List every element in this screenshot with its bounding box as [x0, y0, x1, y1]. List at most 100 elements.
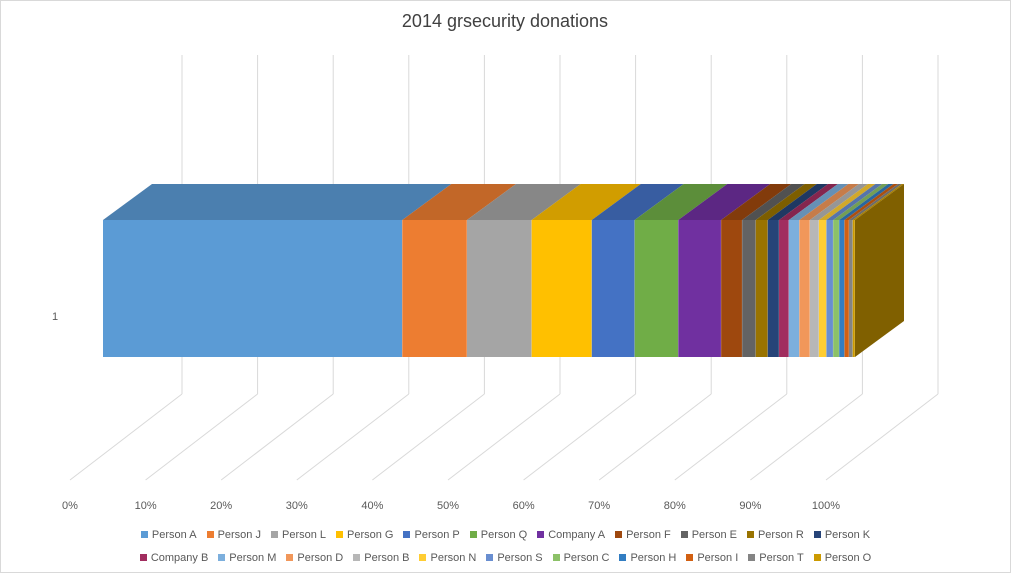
legend-swatch: [218, 554, 226, 561]
bar-segment: [103, 184, 452, 357]
gridline-floor: [447, 393, 561, 481]
bar-segment-top: [833, 184, 889, 220]
bar-segment-top: [742, 184, 805, 220]
legend-swatch: [139, 554, 147, 561]
bar-segment: [852, 184, 904, 357]
gridline-floor: [145, 393, 258, 481]
bar-segment-front: [839, 220, 845, 357]
gridline-floor: [220, 393, 334, 481]
legend-item: Company B: [139, 551, 209, 564]
legend-item: Person N: [419, 552, 476, 564]
legend-label: Person F: [626, 528, 671, 541]
legend-swatch: [206, 531, 214, 538]
x-tick-label: 60%: [513, 500, 535, 512]
bar-segment-top: [591, 184, 684, 220]
legend-swatch: [336, 531, 344, 538]
x-tick-label: 80%: [664, 500, 686, 512]
x-axis-ticks: 0% 10% 20% 30% 40% 50% 60% 70% 80% 90% 100%: [62, 500, 840, 512]
legend-item: Person I: [686, 552, 738, 564]
bar-segment-front: [634, 220, 679, 357]
legend-swatch: [140, 531, 148, 538]
legend-label: Person K: [824, 528, 871, 541]
bar-segment-top: [678, 184, 771, 220]
legend-row: Company B Person M Person D Person B Person …: [0, 546, 1011, 569]
bar-segment-top: [826, 184, 883, 220]
gridline-floor: [598, 393, 712, 481]
x-tick-label: 40%: [361, 500, 383, 512]
bar-segment: [466, 184, 581, 357]
bar-segment-top: [634, 184, 728, 220]
bar-segment: [402, 184, 516, 357]
legend-label: Person A: [151, 528, 197, 541]
bar-segment: [531, 184, 641, 357]
bar-segment-front: [767, 220, 780, 357]
legend-label: Company B: [150, 551, 209, 564]
legend-item: Person M: [218, 552, 276, 564]
legend-item: Person S: [486, 551, 543, 564]
legend-item: Person J: [206, 528, 261, 541]
x-tick-label: 0%: [62, 500, 78, 512]
bar-segment-top: [767, 184, 829, 220]
legend-label: Person Q: [480, 528, 528, 541]
legend-swatch: [552, 554, 560, 561]
legend-item: Person T: [748, 552, 804, 564]
bar-segment-front: [755, 220, 768, 357]
bar-segment-front: [466, 220, 532, 357]
bar-segment-front: [844, 220, 849, 357]
legend-swatch: [813, 554, 821, 561]
legend-swatch: [353, 554, 361, 561]
legend-label: Person M: [229, 551, 277, 564]
legend-item: Person C: [552, 551, 610, 564]
legend: Person A Person J Person L Person G Person P…: [0, 523, 1011, 569]
legend-item: Person O: [813, 551, 872, 564]
legend-swatch: [286, 554, 294, 561]
gridline-floor: [523, 393, 636, 481]
x-tick-label: 50%: [437, 500, 459, 512]
bar-segment-top: [779, 184, 838, 220]
legend-item: Person B: [353, 552, 409, 564]
bar-segment-top: [402, 184, 516, 220]
legend-swatch: [469, 531, 477, 538]
x-tick-label: 20%: [210, 500, 232, 512]
gridline-floor: [69, 393, 183, 481]
bar-segment-front: [721, 220, 743, 357]
bar-segment-front: [848, 220, 853, 357]
bar-segment-top: [809, 184, 868, 220]
legend-swatch: [686, 554, 694, 561]
gridline-floor: [750, 393, 863, 481]
legend-swatch: [748, 554, 756, 561]
legend-swatch: [619, 554, 627, 561]
legend-item: Person E: [680, 528, 737, 541]
bar-segment-front: [742, 220, 756, 357]
bar-segment-front: [678, 220, 722, 357]
legend-label: Person P: [414, 528, 460, 541]
chart-title: 2014 grsecurity donations: [402, 11, 608, 31]
bar-segment-top: [755, 184, 817, 220]
bar-segment-top: [844, 184, 898, 220]
legend-label: Person E: [691, 528, 737, 541]
bar-segment-top: [466, 184, 581, 220]
bar-segment-front: [531, 220, 592, 357]
bar-segment-front: [402, 220, 467, 357]
legend-label: Person O: [824, 551, 872, 564]
legend-item: Person R: [746, 529, 804, 541]
bar-segment-top: [788, 184, 849, 220]
gridline-floor: [674, 393, 788, 481]
bar-end-face: [855, 184, 904, 357]
bar-segment-front: [788, 220, 800, 357]
legend-label: Person C: [563, 551, 610, 564]
bar-segment-top: [839, 184, 894, 220]
legend-swatch: [680, 531, 688, 538]
bar-segment-top: [721, 184, 792, 220]
legend-item: Person K: [813, 528, 871, 541]
legend-label: Person N: [430, 551, 477, 564]
legend-label: Person H: [630, 551, 677, 564]
legend-swatch: [746, 531, 754, 538]
legend-swatch: [537, 531, 545, 538]
legend-item: Person Q: [469, 528, 528, 541]
legend-row: Person A Person J Person L Person G Person P…: [0, 523, 1011, 546]
bar-segment-front: [809, 220, 819, 357]
legend-label: Person S: [497, 551, 543, 564]
x-tick-label: 90%: [739, 500, 761, 512]
legend-label: Person J: [217, 528, 261, 541]
